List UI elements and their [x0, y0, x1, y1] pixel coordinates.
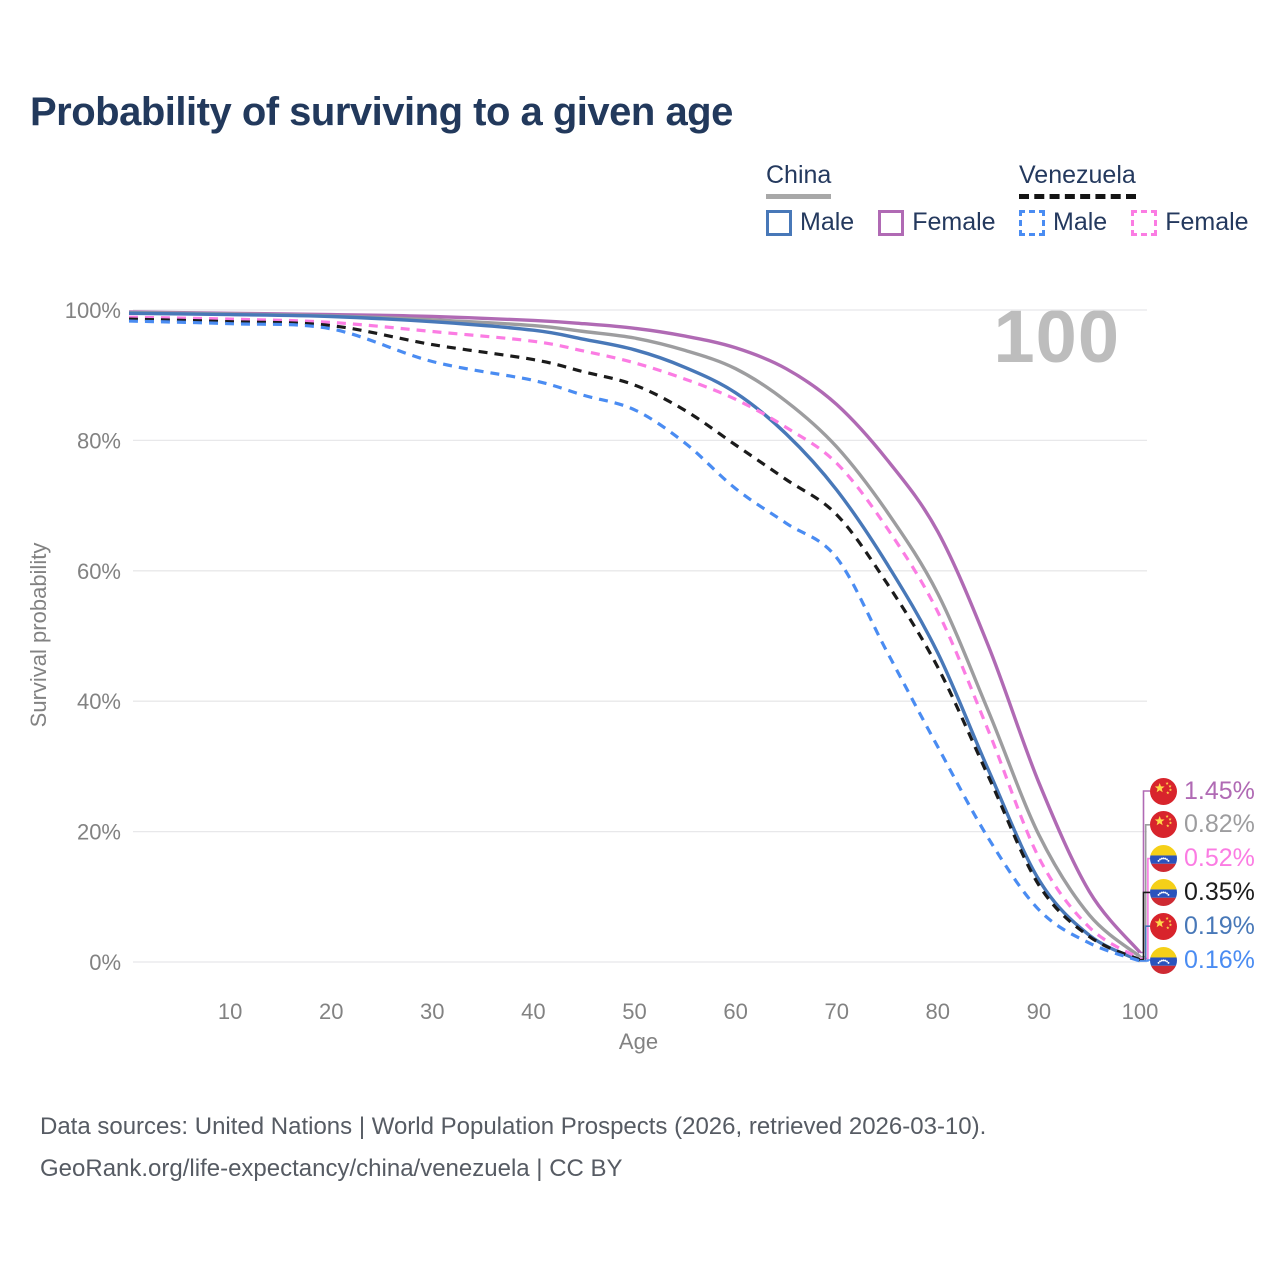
- legend-item-venezuela-female[interactable]: Female: [1131, 208, 1249, 237]
- line-china-male: [128, 311, 1141, 963]
- y-tick-label: 100%: [65, 298, 121, 323]
- china-flag-icon: [1150, 811, 1177, 839]
- endpoint-label-china-male: 0.19%: [1150, 912, 1255, 941]
- endpoint-label-venezuela-female: 0.52%: [1150, 844, 1255, 873]
- x-tick-label: 10: [218, 999, 242, 1024]
- y-tick-label: 0%: [89, 950, 121, 975]
- venezuela-male-swatch-icon: [1019, 209, 1045, 236]
- endpoint-value: 0.52%: [1184, 844, 1255, 873]
- legend-item-venezuela-male[interactable]: Male: [1019, 208, 1107, 237]
- endpoint-value: 0.35%: [1184, 877, 1255, 906]
- endpoint-connector-venezuela-all: [1140, 891, 1150, 961]
- x-tick-label: 100: [1122, 999, 1159, 1024]
- china-male-swatch-icon: [766, 209, 792, 236]
- china-flag-icon: [1150, 777, 1177, 805]
- x-tick-label: 90: [1027, 999, 1051, 1024]
- endpoint-label-china-female: 1.45%: [1150, 777, 1255, 806]
- venezuela-female-swatch-icon: [1131, 209, 1158, 236]
- data-sources-text: Data sources: United Nations | World Pop…: [40, 1113, 987, 1140]
- endpoint-connector-china-female: [1140, 790, 1150, 954]
- endpoint-label-venezuela-male: 0.16%: [1150, 946, 1255, 975]
- venezuela-flag-icon: [1150, 878, 1177, 906]
- y-tick-label: 80%: [77, 428, 121, 453]
- venezuela-flag-icon: [1150, 845, 1177, 873]
- venezuela-flag-icon: [1150, 946, 1177, 974]
- endpoint-connector-venezuela-male: [1140, 959, 1150, 962]
- legend-label-china-female: Female: [912, 208, 996, 236]
- endpoint-value: 0.16%: [1184, 945, 1255, 974]
- x-tick-label: 50: [622, 999, 646, 1024]
- x-tick-label: 60: [723, 999, 747, 1024]
- x-tick-label: 30: [420, 999, 444, 1024]
- page-title: Probability of surviving to a given age: [30, 90, 733, 134]
- legend-item-china-female[interactable]: Female: [878, 208, 996, 237]
- line-venezuela-all: [128, 317, 1141, 962]
- endpoint-value: 1.45%: [1184, 776, 1255, 805]
- line-china-female: [128, 310, 1142, 954]
- line-venezuela-female: [128, 315, 1141, 960]
- attribution-text: GeoRank.org/life-expectancy/china/venezu…: [40, 1155, 623, 1182]
- endpoint-label-venezuela-all: 0.35%: [1150, 878, 1255, 907]
- legend-group-china: China Male Female: [766, 161, 996, 237]
- y-tick-label: 60%: [77, 559, 121, 584]
- legend-country-venezuela: Venezuela: [1019, 161, 1136, 199]
- y-axis-title: Survival probability: [26, 543, 51, 728]
- china-female-swatch-icon: [878, 209, 905, 236]
- endpoint-value: 0.82%: [1184, 810, 1255, 839]
- x-axis-title: Age: [619, 1029, 658, 1054]
- legend-label-china-male: Male: [800, 208, 855, 236]
- x-tick-label: 40: [521, 999, 545, 1024]
- x-tick-label: 80: [926, 999, 950, 1024]
- footer: Data sources: United Nations | World Pop…: [40, 1106, 986, 1190]
- x-tick-label: 20: [319, 999, 343, 1024]
- legend-label-venezuela-female: Female: [1165, 208, 1249, 236]
- y-tick-label: 20%: [77, 820, 121, 845]
- endpoint-value: 0.19%: [1184, 911, 1255, 940]
- legend-label-venezuela-male: Male: [1053, 208, 1108, 236]
- line-venezuela-male: [128, 319, 1141, 963]
- age-counter-watermark: 100: [993, 295, 1120, 378]
- legend-group-venezuela: Venezuela Male Female: [1019, 161, 1249, 237]
- china-flag-icon: [1150, 912, 1177, 940]
- legend-item-china-male[interactable]: Male: [766, 208, 854, 237]
- y-tick-label: 40%: [77, 689, 121, 714]
- legend-country-china: China: [766, 161, 832, 199]
- x-tick-label: 70: [824, 999, 848, 1024]
- endpoint-label-china-all: 0.82%: [1150, 810, 1255, 839]
